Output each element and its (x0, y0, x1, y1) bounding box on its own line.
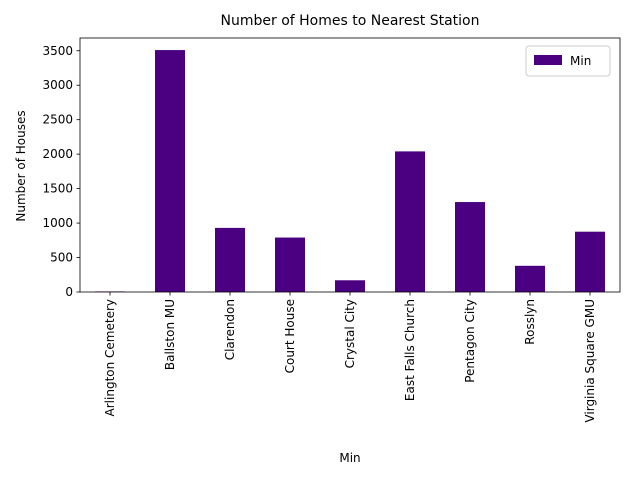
legend-box (525, 45, 611, 77)
x-tick-label: Arlington Cemetery (103, 299, 117, 416)
bar-court-house (275, 237, 305, 292)
x-axis-ticks: Arlington Cemetery Ballston MU Clarendon Co… (103, 292, 597, 423)
y-tick-label: 1500 (42, 182, 73, 196)
bar-rosslyn (515, 265, 545, 292)
legend: Min (525, 45, 611, 77)
plot-border (79, 37, 621, 293)
x-tick-label: East Falls Church (403, 299, 417, 401)
y-tick-label: 500 (50, 251, 73, 265)
x-tick-label: Crystal City (343, 299, 357, 368)
y-tick-label: 3000 (42, 78, 73, 92)
y-tick-label: 2500 (42, 113, 73, 127)
bar-virginia-square-gmu (575, 231, 605, 292)
chart-title: Number of Homes to Nearest Station (221, 13, 480, 29)
bar-clarendon (215, 227, 245, 292)
legend-swatch (534, 55, 562, 65)
bar-crystal-city (335, 280, 365, 292)
x-tick-label: Clarendon (223, 299, 237, 360)
legend-label: Min (570, 54, 591, 68)
bar-ballston-mu (155, 50, 185, 293)
bar-east-falls-church (395, 151, 425, 292)
y-tick-label: 3500 (42, 44, 73, 58)
y-axis-title: Number of Houses (14, 110, 28, 221)
y-tick-label: 2000 (42, 147, 73, 161)
plot-frame (79, 37, 621, 293)
bar-pentagon-city (455, 202, 485, 292)
y-tick-label: 1000 (42, 216, 73, 230)
bars-layer (95, 50, 605, 293)
x-tick-label: Ballston MU (163, 299, 177, 370)
x-tick-label: Rosslyn (523, 299, 537, 345)
x-tick-label: Court House (283, 299, 297, 373)
x-tick-label: Pentagon City (463, 299, 477, 383)
y-tick-label: 0 (65, 285, 73, 299)
y-axis-ticks: 0 500 1000 1500 2000 2500 3000 3500 (42, 44, 80, 299)
x-tick-label: Virginia Square GMU (583, 299, 597, 423)
x-axis-title: Min (339, 451, 360, 465)
